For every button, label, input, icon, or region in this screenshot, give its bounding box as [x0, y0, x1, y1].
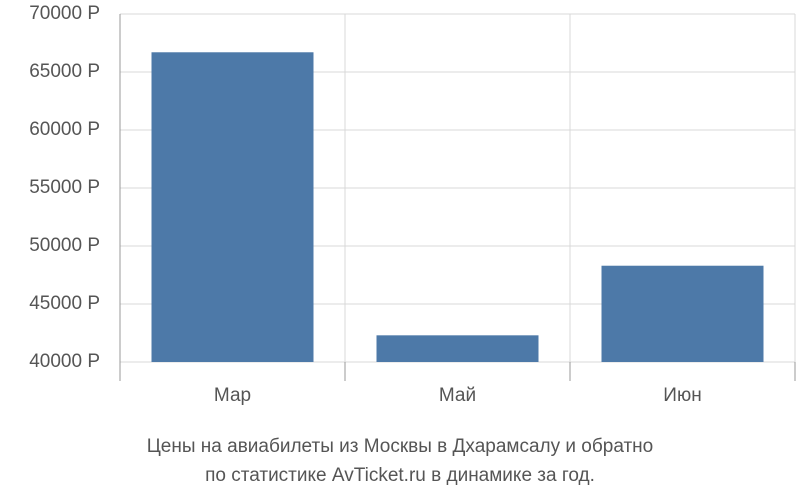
- y-tick-label: 70000 Р: [29, 3, 100, 24]
- chart-title: Цены на авиабилеты из Москвы в Дхарамсал…: [147, 436, 653, 457]
- y-tick-label: 65000 Р: [29, 61, 100, 82]
- x-tick-label: Мар: [214, 385, 251, 406]
- y-tick-label: 55000 Р: [29, 177, 100, 198]
- bar: [601, 265, 764, 362]
- y-tick-label: 60000 Р: [29, 119, 100, 140]
- y-tick-label: 50000 Р: [29, 235, 100, 256]
- x-tick-label: Май: [439, 385, 476, 406]
- y-tick-label: 40000 Р: [29, 351, 100, 372]
- bar: [376, 335, 539, 362]
- bar: [151, 52, 314, 362]
- chart-title: по статистике AvTicket.ru в динамике за …: [205, 465, 595, 486]
- y-tick-label: 45000 Р: [29, 293, 100, 314]
- x-tick-label: Июн: [663, 385, 701, 406]
